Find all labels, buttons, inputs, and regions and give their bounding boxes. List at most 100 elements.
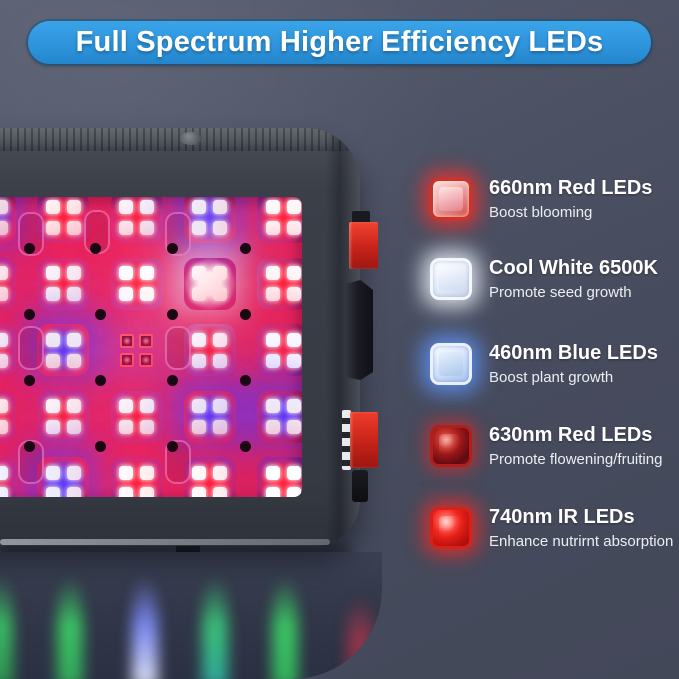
mounting-hole: [240, 375, 251, 386]
led-chip: [140, 199, 154, 214]
led-chip: [45, 332, 60, 347]
led-chip: [265, 465, 280, 480]
led-chip: [45, 287, 60, 301]
grow-light-device: [0, 128, 360, 546]
legend-text: 740nm IR LEDs Enhance nutrirnt absorptio…: [489, 506, 673, 551]
blue-led-cluster: [183, 197, 236, 243]
red-led-cluster: [110, 390, 163, 443]
legend-text: Cool White 6500K Promote seed growth: [489, 257, 658, 302]
bottom-edge-highlight: [0, 539, 330, 545]
red-led-cluster: [0, 257, 16, 310]
screw-dome: [180, 132, 202, 145]
led-chip: [213, 199, 228, 214]
led-chip: [119, 199, 133, 214]
legend-subtitle: Promote flowening/fruiting: [489, 450, 663, 468]
led-chip: [0, 399, 8, 413]
mounting-hole: [240, 309, 251, 320]
led-chip: [192, 266, 207, 280]
vent-slot: [165, 440, 191, 484]
led-chip: [0, 266, 8, 280]
red-led-cluster: [257, 457, 302, 497]
led-chip: [0, 199, 8, 214]
led-chip: [213, 399, 228, 413]
led-chip: [265, 353, 280, 368]
led-chip: [213, 420, 228, 434]
led-chip: [45, 399, 60, 413]
led-chip: [213, 287, 228, 301]
led-chip: [45, 420, 60, 434]
led-chip: [0, 353, 8, 368]
led-chip: [66, 353, 81, 368]
mounting-hole: [90, 243, 101, 254]
led-chip: [265, 399, 280, 413]
red-led-cluster: [110, 257, 163, 310]
unlit-led-pad: [139, 333, 153, 348]
led-chip: [213, 486, 228, 497]
led-chip: [66, 420, 81, 434]
red-led-cluster: [183, 324, 236, 376]
mounting-hole: [24, 375, 35, 386]
led-chip: [140, 420, 154, 434]
led-chip: [0, 420, 8, 434]
legend-title: 740nm IR LEDs: [489, 505, 635, 528]
banner: Full Spectrum Higher Efficiency LEDs: [28, 21, 651, 64]
led-chip: [265, 332, 280, 347]
blue-led-cluster: [0, 197, 16, 243]
ir-740-led-icon: [430, 507, 472, 549]
blue-led-cluster: [183, 390, 236, 443]
led-chip: [119, 266, 133, 280]
led-chip: [45, 353, 60, 368]
led-chip: [192, 332, 207, 347]
legend-text: 660nm Red LEDs Boost blooming: [489, 177, 652, 222]
led-chip: [213, 332, 228, 347]
led-chip: [66, 465, 81, 480]
led-chip: [265, 420, 280, 434]
light-reflection-streak: [57, 575, 83, 679]
led-chip: [192, 420, 207, 434]
red-led-cluster: [0, 457, 16, 497]
mounting-hole: [24, 309, 35, 320]
blue-led-cluster: [37, 457, 90, 497]
legend-title: 660nm Red LEDs: [489, 176, 653, 199]
led-chip: [265, 486, 280, 497]
terminal-strip: [342, 410, 351, 470]
unlit-led-pad: [120, 352, 134, 367]
legend-subtitle: Enhance nutrirnt absorption: [489, 532, 674, 550]
led-chip: [286, 399, 301, 413]
led-chip: [265, 199, 280, 214]
legend-subtitle: Boost blooming: [489, 203, 593, 221]
unlit-led-cluster: [111, 324, 163, 376]
led-chip: [66, 399, 81, 413]
led-chip: [213, 220, 228, 235]
legend-title: 630nm Red LEDs: [489, 423, 653, 446]
red-660-led-icon: [430, 178, 472, 220]
mounting-hole: [167, 309, 178, 320]
legend-subtitle: Promote seed growth: [489, 283, 632, 301]
led-chip: [140, 486, 154, 497]
mounting-hole: [167, 441, 178, 452]
led-chip: [119, 465, 133, 480]
vent-slot: [18, 326, 44, 370]
blue-led-cluster: [37, 324, 90, 376]
red-led-cluster: [0, 390, 16, 443]
red-led-cluster: [257, 324, 302, 376]
led-chip: [119, 399, 133, 413]
led-chip: [119, 486, 133, 497]
led-chip: [0, 220, 8, 235]
legend-title: Cool White 6500K: [489, 256, 658, 279]
led-chip: [286, 220, 301, 235]
led-chip: [265, 220, 280, 235]
led-chip: [286, 465, 301, 480]
led-chip: [119, 220, 133, 235]
light-reflection-streak: [0, 575, 13, 679]
mounting-hole: [24, 243, 35, 254]
led-chip: [286, 332, 301, 347]
legend-item-630nm-red: 630nm Red LEDs Promote flowening/fruitin…: [430, 418, 662, 474]
vent-slot: [165, 326, 191, 370]
floor-reflection: [0, 552, 382, 679]
led-chip: [192, 199, 207, 214]
led-chip: [265, 287, 280, 301]
led-chip: [213, 353, 228, 368]
mounting-hole: [95, 441, 106, 452]
